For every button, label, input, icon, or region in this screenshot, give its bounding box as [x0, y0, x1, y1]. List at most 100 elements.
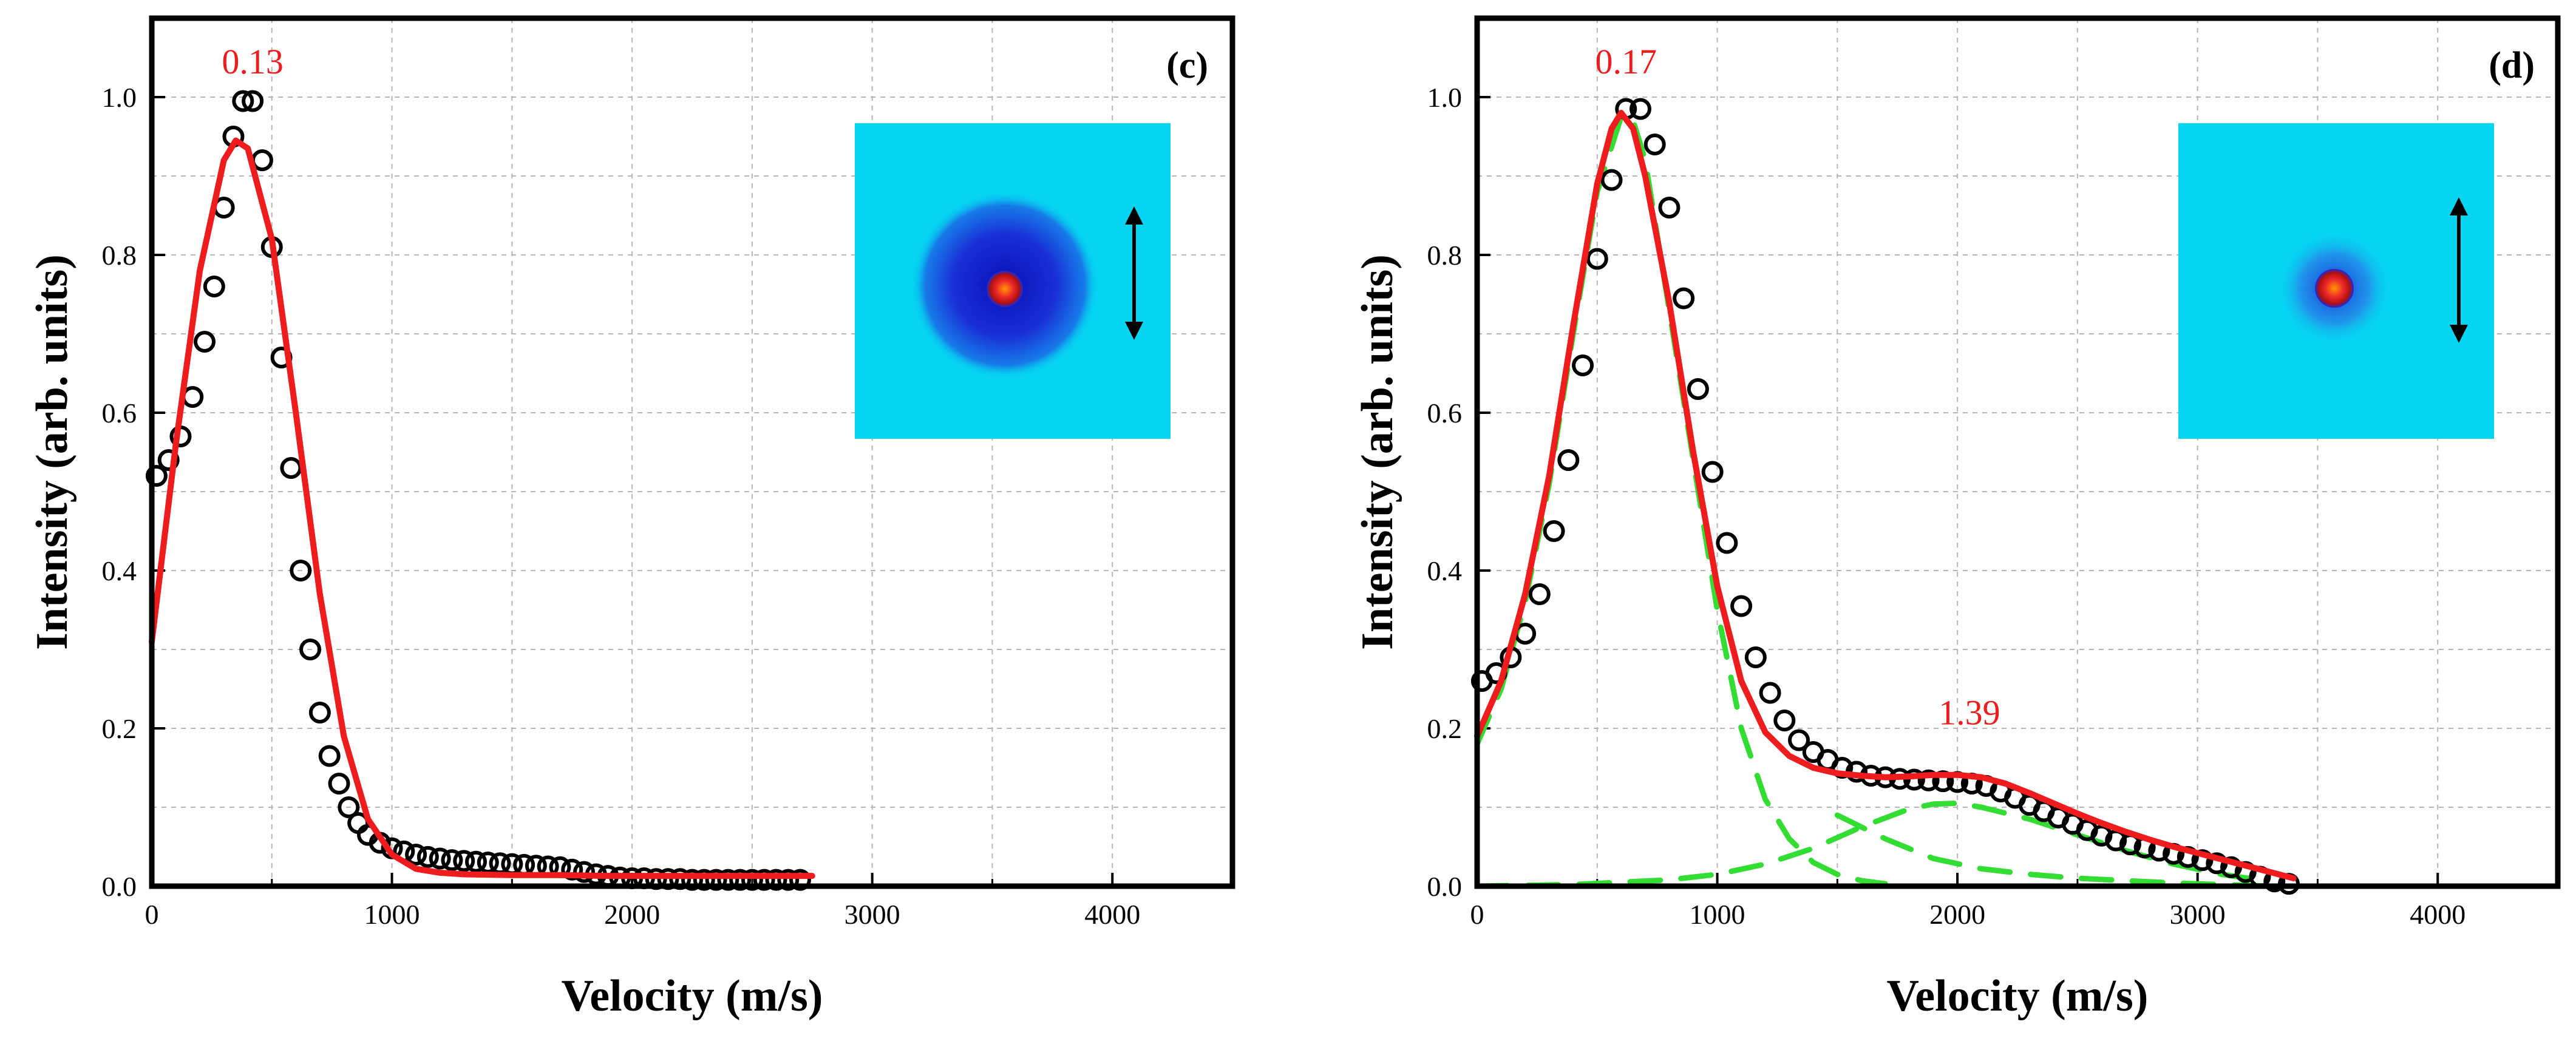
- x-tick-label: 1000: [364, 899, 420, 930]
- grid-d: [1477, 18, 2558, 886]
- data-point: [308, 702, 331, 723]
- y-axis-title-d: Intensity (arb. units): [1353, 254, 1402, 650]
- data-point: [741, 869, 763, 891]
- data-point: [1744, 646, 1767, 668]
- data-point: [753, 869, 775, 891]
- y-tick-label: 0.2: [102, 713, 137, 744]
- data-point: [573, 861, 595, 883]
- data-point: [429, 847, 451, 870]
- plot-frame-d: [1474, 15, 2561, 889]
- series-c: [145, 90, 815, 891]
- y-tick-label: 0.6: [102, 398, 137, 429]
- data-point: [416, 845, 439, 868]
- x-tick-label: 2000: [1929, 899, 1985, 930]
- y-ticks-d: 0.0 0.2 0.4 0.6 0.8 1.0: [1427, 82, 1490, 902]
- data-point: [681, 869, 703, 891]
- data-point: [405, 844, 427, 866]
- data-point: [328, 773, 350, 795]
- data-point: [299, 639, 322, 660]
- data-point: [290, 560, 312, 581]
- peak-labels-c: 0.13: [222, 42, 284, 81]
- peak-label: 0.17: [1595, 42, 1657, 81]
- data-point: [1788, 729, 1810, 751]
- data-point: [1658, 197, 1681, 219]
- data-point: [280, 457, 302, 479]
- x-tick-label: 1000: [1690, 899, 1745, 930]
- x-tick-label: 3000: [2170, 899, 2226, 930]
- data-point: [729, 869, 752, 891]
- data-point: [705, 869, 727, 891]
- y-axis-title-c: Intensity (arb. units): [27, 254, 77, 650]
- data-point: [693, 869, 715, 891]
- data-point: [1687, 378, 1709, 400]
- y-tick-label: 0.8: [1427, 240, 1463, 271]
- data-point: [1917, 769, 1940, 791]
- peak-label: 1.39: [1939, 693, 2000, 733]
- data-point: [777, 869, 800, 891]
- x-ticks-d: 0 1000 2000 3000 4000: [1470, 873, 2466, 930]
- data-point: [242, 90, 264, 112]
- data-point: [251, 149, 273, 171]
- y-ticks-c: 0.0 0.2 0.4 0.6 0.8 1.0: [102, 82, 165, 902]
- data-point: [1643, 134, 1666, 155]
- y-tick-label: 0.4: [1427, 555, 1463, 586]
- x-axis-title-c: Velocity (m/s): [562, 971, 823, 1021]
- series-d: [1470, 98, 2300, 895]
- data-point: [2191, 849, 2214, 872]
- data-point: [1701, 461, 1724, 483]
- data-point: [1572, 354, 1594, 376]
- x-tick-label: 3000: [845, 899, 900, 930]
- data-point: [1716, 532, 1738, 554]
- data-point: [1773, 710, 1796, 731]
- data-point: [717, 869, 739, 891]
- data-point: [1600, 169, 1623, 191]
- y-tick-label: 0.0: [102, 871, 137, 902]
- data-point: [765, 869, 787, 891]
- data-point: [232, 90, 254, 112]
- panel-c: 0 1000 2000 3000 4000 0.0 0.2 0.4 0.6 0.8 1.0 (c)…: [27, 15, 1235, 1021]
- series-fit: [1474, 110, 2297, 881]
- y-tick-label: 0.2: [1427, 713, 1463, 744]
- x-tick-label: 0: [145, 899, 159, 930]
- plot-frame-c: [149, 15, 1235, 889]
- x-axis-title-d: Velocity (m/s): [1887, 971, 2149, 1021]
- data-point: [1730, 595, 1753, 617]
- y-tick-label: 0.6: [1427, 398, 1463, 429]
- x-tick-label: 0: [1470, 899, 1484, 930]
- data-point: [1831, 757, 1854, 779]
- data-point: [441, 849, 463, 872]
- y-tick-label: 0.8: [102, 240, 137, 271]
- y-tick-label: 1.0: [1427, 82, 1463, 113]
- panel-label-c: (c): [1166, 45, 1208, 86]
- x-tick-label: 4000: [1084, 899, 1140, 930]
- inset-core: [2315, 269, 2354, 308]
- data-point: [453, 850, 475, 872]
- data-point: [194, 331, 216, 353]
- data-point: [1528, 583, 1551, 605]
- x-ticks-c: 0 1000 2000 3000 4000: [145, 873, 1140, 930]
- data-point: [1557, 449, 1580, 471]
- data-point: [1543, 520, 1565, 542]
- data-point: [2090, 824, 2113, 847]
- data-point: [203, 276, 225, 297]
- data-point: [1673, 287, 1695, 310]
- panel-d: 0 1000 2000 3000 4000 0.0 0.2 0.4 0.6 0.8 1.0 (d)…: [1353, 15, 2561, 1021]
- data-point: [789, 869, 811, 891]
- y-tick-label: 1.0: [102, 82, 137, 113]
- data-point: [1629, 98, 1651, 120]
- grid-c: [152, 18, 1232, 886]
- y-tick-label: 0.4: [102, 555, 137, 586]
- data-point: [1759, 682, 1781, 704]
- series-fit: [149, 137, 815, 879]
- data-point: [477, 852, 499, 873]
- data-point: [1586, 248, 1608, 270]
- peak-label: 0.13: [222, 42, 284, 81]
- inset-core: [987, 271, 1023, 307]
- x-tick-label: 2000: [604, 899, 660, 930]
- inset-image-d: [2178, 123, 2494, 439]
- peak-labels-d: 0.17 1.39: [1595, 42, 2000, 733]
- data-point: [465, 850, 487, 873]
- inset-image-c: [855, 123, 1171, 439]
- data-point: [318, 745, 341, 767]
